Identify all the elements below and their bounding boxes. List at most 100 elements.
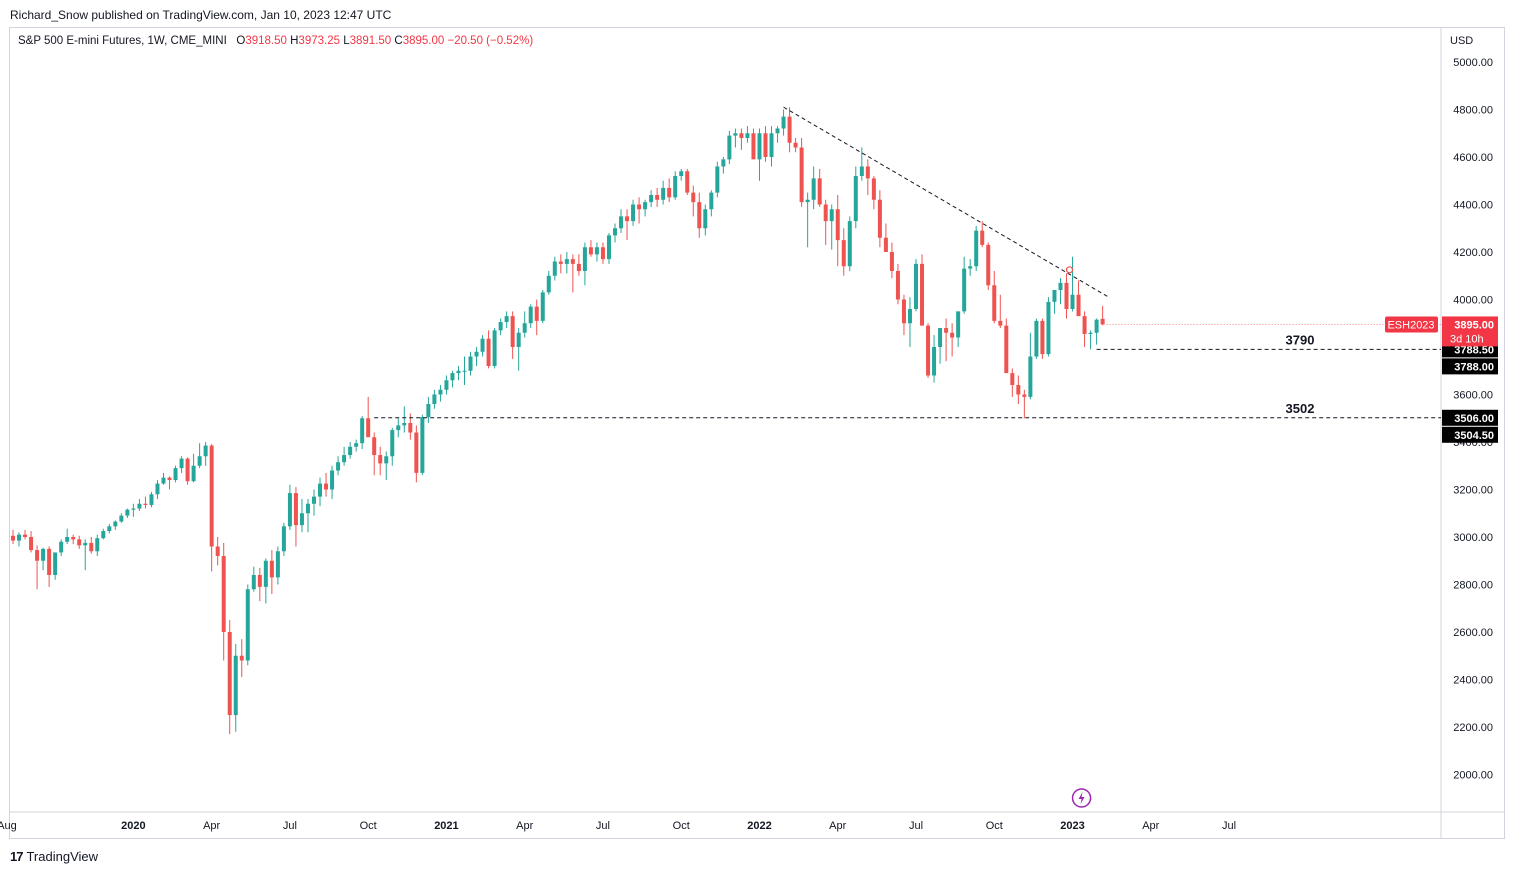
candle-body <box>865 166 870 179</box>
symbol-legend: S&P 500 E-mini Futures, 1W, CME_MINI O39… <box>18 35 533 47</box>
time-axis-tick-label: 2020 <box>121 820 145 832</box>
candle-body <box>980 230 985 245</box>
price-axis-tick-label: 2800.00 <box>1453 580 1493 592</box>
candle-body <box>691 192 696 203</box>
candle-body <box>432 394 437 404</box>
candle-body <box>191 465 196 482</box>
candle-body <box>1046 301 1051 355</box>
candle-body <box>263 560 268 587</box>
candle-body <box>143 503 148 505</box>
candle-body <box>492 330 497 366</box>
candle-body <box>793 142 798 148</box>
candle-body <box>366 418 371 438</box>
candle-body <box>1094 319 1099 333</box>
publisher-attribution: Richard_Snow published on TradingView.co… <box>10 8 392 22</box>
price-axis-level-tag-text: 3506.00 <box>1454 413 1494 425</box>
candle-body <box>703 209 708 229</box>
candle-body <box>534 306 539 321</box>
price-axis-tick-label: 2200.00 <box>1453 722 1493 734</box>
candle-body <box>372 437 377 456</box>
candle-body <box>643 202 648 210</box>
candle-body <box>847 221 852 267</box>
candle-body <box>137 503 142 509</box>
chart-pane[interactable] <box>9 27 1505 839</box>
time-axis-tick-label: Aug <box>0 820 17 832</box>
price-axis-tick-label: 4800.00 <box>1453 105 1493 117</box>
candle-body <box>739 133 744 138</box>
price-axis-tick-label: 4600.00 <box>1453 152 1493 164</box>
time-axis-tick-label: Jul <box>283 820 297 832</box>
candle-body <box>23 534 28 537</box>
candle-body <box>751 133 756 160</box>
time-axis-tick-label: Jul <box>909 820 923 832</box>
candle-body <box>944 328 949 333</box>
candle-body <box>1076 294 1081 317</box>
candle-body <box>528 306 533 324</box>
tradingview-logo-icon: 17 <box>10 849 24 864</box>
price-axis-tick-label: 3600.00 <box>1453 390 1493 402</box>
candle-body <box>89 542 94 552</box>
candle-body <box>667 187 672 198</box>
candle-body <box>649 195 654 203</box>
candle-body <box>715 166 720 193</box>
candle-body <box>1088 332 1093 334</box>
price-axis-tick-label: 5000.00 <box>1453 57 1493 69</box>
low-value: 3891.50 <box>349 35 392 47</box>
candle-body <box>125 509 130 516</box>
price-axis-tick-label: 2400.00 <box>1453 675 1493 687</box>
support-level-label: 3502 <box>1286 401 1315 416</box>
candle-body <box>257 575 262 587</box>
candle-body <box>799 147 804 203</box>
candle-body <box>811 178 816 200</box>
candle-body <box>107 526 112 532</box>
candle-body <box>293 493 298 526</box>
candle-body <box>1040 320 1045 355</box>
close-label: C <box>394 35 403 47</box>
candle-body <box>450 373 455 381</box>
candle-body <box>631 204 636 222</box>
candle-body <box>1052 290 1057 302</box>
candle-body <box>932 347 937 376</box>
candle-body <box>914 263 918 309</box>
candle-body <box>221 556 226 632</box>
candle-body <box>787 116 792 143</box>
candle-body <box>883 237 888 252</box>
candle-body <box>71 537 76 540</box>
candle-body <box>769 133 774 157</box>
candle-body <box>29 537 34 551</box>
candle-body <box>215 546 220 556</box>
candle-body <box>962 268 967 312</box>
candle-body <box>462 370 467 372</box>
candle-body <box>775 128 780 134</box>
candle-body <box>83 542 88 546</box>
candle-body <box>516 332 521 347</box>
candle-body <box>149 494 154 505</box>
candle-body <box>504 316 509 323</box>
candle-body <box>889 252 894 271</box>
candle-body <box>342 455 347 463</box>
candle-body <box>588 247 593 255</box>
tradingview-logo[interactable]: 17 TradingView <box>10 849 98 864</box>
open-value: 3918.50 <box>245 35 287 47</box>
candle-body <box>95 538 100 552</box>
candle-body <box>233 655 238 716</box>
candle-body <box>185 458 190 482</box>
candle-body <box>77 539 82 546</box>
candle-body <box>281 526 286 552</box>
candle-body <box>378 455 383 464</box>
candle-body <box>510 316 515 347</box>
candle-body <box>1100 318 1105 325</box>
candle-body <box>1010 373 1015 385</box>
candle-body <box>926 325 931 376</box>
time-axis-tick-label: 2021 <box>434 820 458 832</box>
high-label: H <box>290 35 299 47</box>
candle-body <box>841 240 846 267</box>
candle-body <box>1070 294 1075 309</box>
candle-body <box>414 432 419 473</box>
candle-body <box>1064 282 1069 309</box>
candle-body <box>269 560 274 578</box>
candle-body <box>986 244 991 286</box>
open-label: O <box>236 35 246 47</box>
candle-body <box>763 133 768 157</box>
